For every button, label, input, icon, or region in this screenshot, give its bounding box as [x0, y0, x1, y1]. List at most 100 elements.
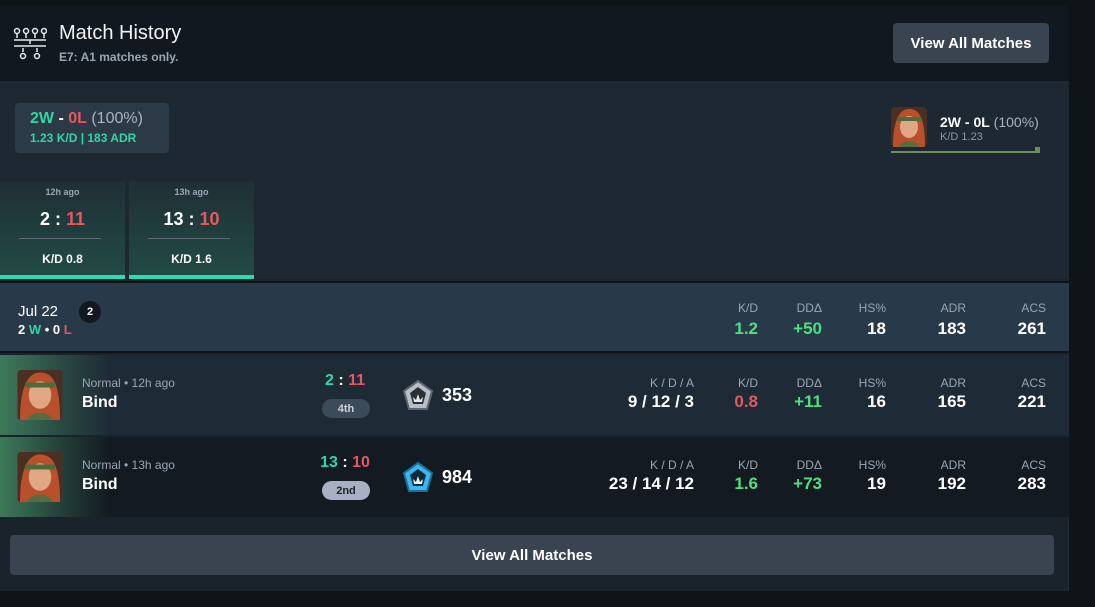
stat-value: 19	[867, 474, 886, 493]
rank-icon	[402, 379, 434, 410]
match-tile[interactable]: 13h ago 13 : 10 K/D 1.6	[129, 181, 254, 279]
tile-divider	[148, 238, 230, 239]
day-losses-number: 0	[52, 322, 64, 337]
day-wins-letter: W	[28, 322, 42, 337]
tile-score-colon: :	[183, 209, 200, 229]
tile-score-left: 13	[163, 209, 184, 229]
match-row[interactable]: Normal • 13h ago Bind 13 : 10 2nd 984 K …	[0, 437, 1069, 517]
tile-score-left: 2	[39, 209, 50, 229]
stat-value: 165	[937, 392, 966, 411]
stat-header: ADR	[940, 301, 966, 315]
stat-adr: ADR 192	[938, 458, 966, 494]
day-stat-hs: HS% 18	[859, 301, 886, 339]
overall-record: 2W - 0L (100%)	[30, 110, 143, 128]
stat-value: 1.2	[734, 319, 758, 338]
match-score: 13 : 10	[306, 454, 384, 472]
stat-header: ADR	[940, 458, 966, 472]
match-tile[interactable]: 12h ago 2 : 11 K/D 0.8	[0, 181, 125, 279]
agent-winrate-bar	[891, 151, 1039, 153]
overall-kd-adr: 1.23 K/D | 183 ADR	[30, 131, 137, 145]
losses-count: 0L	[68, 110, 87, 127]
placement-badge: 2nd	[322, 481, 370, 500]
day-wins-number: 2	[18, 322, 29, 337]
stat-header: K/D	[737, 301, 758, 315]
page-subtitle: E7: A1 matches only.	[59, 50, 179, 64]
match-rank-score: 984	[442, 467, 473, 487]
stat-acs: ACS 221	[1018, 376, 1046, 412]
match-map: Bind	[82, 394, 118, 411]
view-all-matches-button[interactable]: View All Matches	[893, 23, 1049, 63]
agent-avatar	[17, 452, 63, 502]
stat-value: 221	[1017, 392, 1046, 411]
stat-adr: ADR 165	[938, 376, 966, 412]
day-stat-adr: ADR 183	[938, 301, 966, 339]
stat-kda: K / D / A 23 / 14 / 12	[609, 458, 694, 494]
view-all-matches-footer-button[interactable]: View All Matches	[10, 535, 1054, 575]
tile-divider	[19, 238, 101, 239]
stat-hs: HS% 19	[859, 458, 886, 494]
day-separator: •	[41, 322, 53, 337]
match-rank-score: 353	[442, 385, 473, 405]
win-percentage: (100%)	[86, 110, 143, 127]
day-summary-row[interactable]: Jul 22 2 2 W • 0 L K/D 1.2 DDΔ +50 HS% 18 A…	[0, 281, 1069, 353]
tile-score-colon: :	[49, 209, 66, 229]
wins-count: 2W	[30, 110, 54, 127]
page-title: Match History	[59, 22, 182, 44]
match-map: Bind	[82, 476, 118, 493]
agent-kd: K/D 1.23	[940, 131, 983, 143]
match-row[interactable]: Normal • 12h ago Bind 2 : 11 4th 353 K /…	[0, 355, 1069, 435]
agent-summary[interactable]: 2W - 0L (100%) K/D 1.23	[889, 107, 1043, 155]
stat-value: 9 / 12 / 3	[627, 392, 694, 411]
tile-score: 13 : 10	[129, 209, 254, 230]
stat-header: K/D	[737, 376, 758, 390]
stat-value: 192	[937, 474, 966, 493]
stat-header: HS%	[858, 301, 886, 315]
stat-value: 1.6	[734, 474, 758, 493]
tile-kd: K/D 0.8	[42, 252, 83, 266]
stat-value: +50	[793, 319, 822, 338]
day-win-loss: 2 W • 0 L	[18, 322, 72, 337]
stat-value: 183	[937, 319, 966, 338]
agent-record-text: 2W - 0L	[940, 114, 990, 130]
card-header: Match History E7: A1 matches only. View …	[0, 5, 1069, 81]
stat-header: ACS	[1021, 301, 1046, 315]
tile-time-ago: 12h ago	[45, 187, 80, 197]
stat-acs: ACS 283	[1018, 458, 1046, 494]
stat-kd: K/D 0.8	[734, 376, 758, 412]
match-meta: Normal • 13h ago	[82, 458, 175, 472]
stat-hs: HS% 16	[859, 376, 886, 412]
agent-avatar	[17, 370, 63, 420]
day-stat-kd: K/D 1.2	[734, 301, 758, 339]
stat-value: +73	[793, 474, 822, 493]
rank-icon	[402, 461, 434, 492]
stat-header: DDΔ	[796, 376, 822, 390]
agent-avatar	[891, 107, 927, 147]
stat-value: +11	[794, 392, 822, 411]
day-losses-letter: L	[63, 322, 72, 337]
match-meta: Normal • 12h ago	[82, 376, 175, 390]
day-stat-dd: DDΔ +50	[793, 301, 822, 339]
placement-badge: 4th	[322, 399, 370, 418]
stat-value: 261	[1017, 319, 1046, 338]
bracket-tree-icon	[13, 27, 47, 60]
stat-header: DDΔ	[796, 301, 822, 315]
score-right: 11	[348, 372, 366, 389]
tile-score-right: 11	[65, 209, 86, 229]
stat-value: 23 / 14 / 12	[608, 474, 694, 493]
stat-header: K / D / A	[649, 458, 694, 472]
match-history-card: Match History E7: A1 matches only. View …	[0, 5, 1069, 591]
day-match-count-badge: 2	[79, 301, 101, 323]
day-date: Jul 22	[18, 303, 59, 320]
tile-time-ago: 13h ago	[174, 187, 209, 197]
stat-header: DDΔ	[796, 458, 822, 472]
stat-kda: K / D / A 9 / 12 / 3	[628, 376, 694, 412]
stat-header: K/D	[737, 458, 758, 472]
stat-dd: DDΔ +11	[794, 376, 822, 412]
stat-value: 16	[867, 392, 886, 411]
overall-record-badge: 2W - 0L (100%) 1.23 K/D | 183 ADR	[15, 103, 169, 153]
score-left: 2	[324, 372, 334, 389]
stat-value: 283	[1017, 474, 1046, 493]
stat-header: K / D / A	[649, 376, 694, 390]
agent-win-percentage: (100%)	[989, 114, 1039, 130]
record-dash: -	[54, 110, 69, 127]
